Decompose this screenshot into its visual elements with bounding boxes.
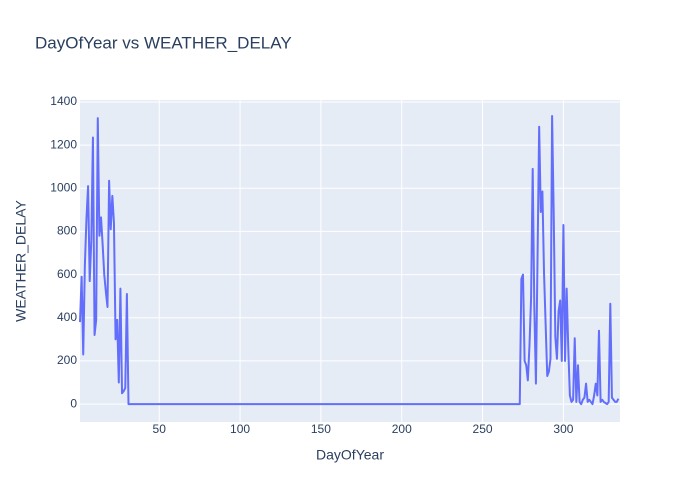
y-tick-label: 0 bbox=[70, 396, 77, 410]
y-tick-label: 800 bbox=[57, 224, 77, 238]
x-tick-label: 250 bbox=[473, 422, 493, 436]
y-axis-label: WEATHER_DELAY bbox=[13, 200, 29, 322]
x-tick-label: 200 bbox=[392, 422, 412, 436]
x-tick-label: 50 bbox=[153, 422, 167, 436]
y-tick-label: 600 bbox=[57, 267, 77, 281]
y-tick-label: 1000 bbox=[50, 180, 77, 194]
x-tick-label: 150 bbox=[311, 422, 331, 436]
y-tick-label: 200 bbox=[57, 353, 77, 367]
x-tick-label: 300 bbox=[553, 422, 573, 436]
data-line bbox=[79, 114, 620, 406]
y-tick-label: 1200 bbox=[50, 137, 77, 151]
y-tick-label: 400 bbox=[57, 310, 77, 324]
x-axis-label: DayOfYear bbox=[316, 447, 384, 463]
chart-title: DayOfYear vs WEATHER_DELAY bbox=[35, 33, 292, 52]
plot-area bbox=[80, 100, 620, 422]
x-tick-label: 100 bbox=[230, 422, 250, 436]
y-tick-label: 1400 bbox=[50, 94, 77, 108]
